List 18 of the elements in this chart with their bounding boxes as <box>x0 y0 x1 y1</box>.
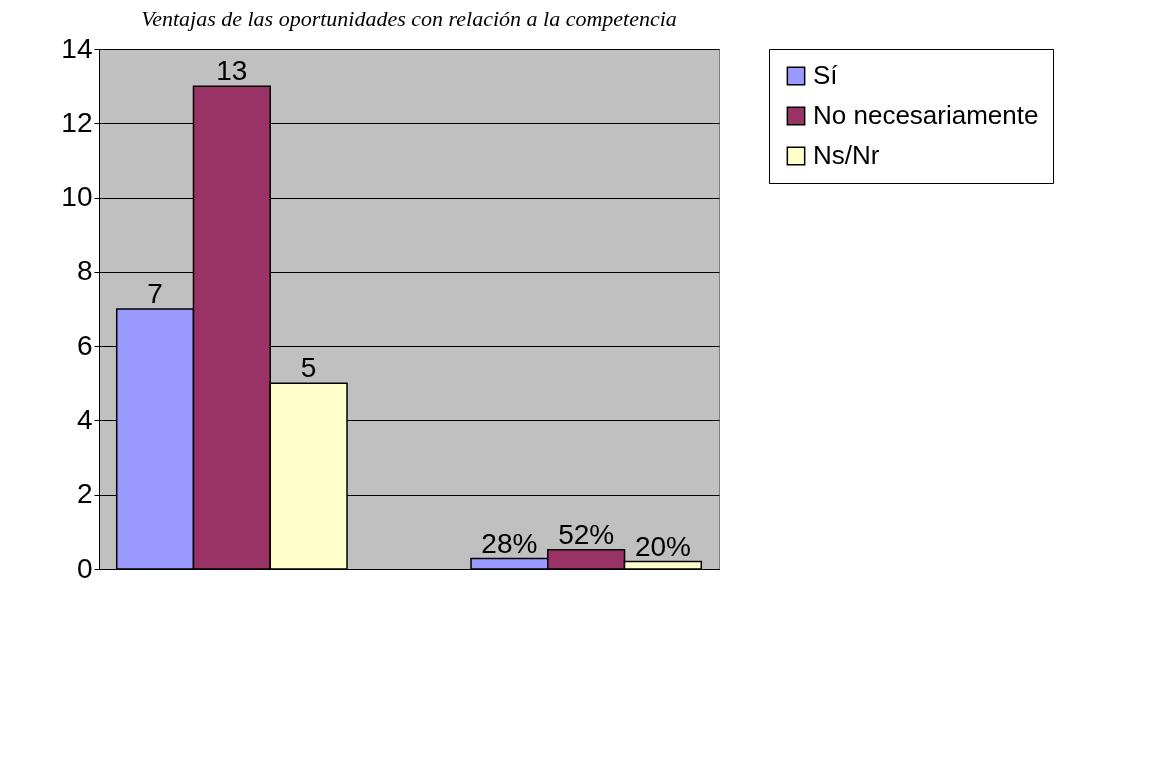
y-tick-label: 10 <box>61 181 93 213</box>
y-tick-label: 12 <box>61 106 93 138</box>
y-tick-label: 14 <box>61 32 93 64</box>
y-tick-label: 2 <box>76 478 93 510</box>
legend-label: Ns/Nr <box>813 140 880 170</box>
legend-label: No necesariamente <box>813 100 1039 130</box>
data-label: 7 <box>147 278 163 309</box>
legend-label: Sí <box>813 60 839 90</box>
y-tick-label: 8 <box>76 255 93 287</box>
data-label: 28% <box>481 527 538 559</box>
data-label: 20% <box>634 530 691 562</box>
y-tick-label: 6 <box>76 329 93 361</box>
data-label: 13 <box>216 55 248 87</box>
data-label: 5 <box>300 352 317 384</box>
chart-title: Ventajas de las oportunidades con relación a la competencia <box>141 6 677 31</box>
y-tick-label: 4 <box>76 403 93 435</box>
data-label: 52% <box>558 518 615 550</box>
y-tick-label: 0 <box>76 552 93 584</box>
